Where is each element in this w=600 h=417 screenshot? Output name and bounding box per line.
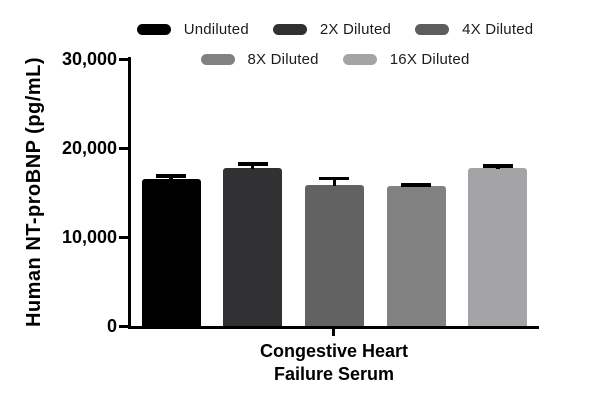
error-bar-stem [332, 178, 337, 187]
legend-label: 8X Diluted [247, 51, 319, 68]
legend-swatch-undiluted-icon [136, 24, 171, 35]
bar-16x-diluted [468, 168, 528, 326]
x-axis-title-line1: Congestive Heart [259, 341, 409, 361]
error-bar-stem [250, 164, 255, 169]
y-tick-mark [119, 324, 129, 328]
y-tick-mark [119, 235, 129, 239]
legend-label: 4X Diluted [462, 21, 534, 38]
legend-item-undiluted: Undiluted [136, 21, 249, 38]
legend-item-2x-diluted: 2X Diluted [272, 21, 392, 38]
error-bar-cap [482, 164, 513, 168]
bar-2x-diluted [223, 167, 283, 326]
legend-swatch-4x-diluted-icon [415, 24, 450, 35]
chart-legend: Undiluted 2X Diluted 4X Diluted 8X Diluted 1… [118, 21, 552, 68]
error-bar-stem [169, 176, 173, 181]
bar-8x-diluted [386, 186, 446, 326]
legend-swatch-8x-diluted-icon [200, 54, 235, 65]
y-axis-line [128, 57, 131, 329]
legend-label: Undiluted [183, 21, 249, 38]
bar-4x-diluted [304, 185, 364, 326]
x-axis-line [128, 326, 539, 329]
error-bar-cap [401, 183, 432, 187]
y-tick-label: 20,000 [61, 138, 117, 158]
legend-row-1: Undiluted 2X Diluted 4X Diluted [136, 21, 534, 38]
error-bar-cap [319, 176, 350, 180]
y-tick-mark [119, 146, 129, 150]
legend-item-8x-diluted: 8X Diluted [200, 51, 319, 68]
legend-item-4x-diluted: 4X Diluted [415, 21, 533, 38]
legend-swatch-2x-diluted-icon [272, 24, 307, 35]
y-tick-label: 30,000 [61, 49, 117, 69]
error-bar-cap [237, 162, 268, 166]
x-axis-group-tick [332, 329, 335, 336]
legend-label: 16X Diluted [389, 51, 470, 68]
y-tick-label: 0 [106, 316, 117, 336]
legend-item-16x-diluted: 16X Diluted [342, 51, 470, 68]
y-axis-title: Human NT-proBNP (pg/mL) [23, 57, 45, 328]
legend-swatch-16x-diluted-icon [342, 54, 377, 65]
x-axis-title-line2: Failure Serum [273, 364, 395, 384]
error-bar-cap [156, 174, 186, 178]
legend-label: 2X Diluted [319, 21, 392, 38]
bar-undiluted [141, 179, 201, 326]
legend-row-2: 8X Diluted 16X Diluted [200, 51, 470, 68]
y-tick-mark [119, 57, 129, 61]
y-tick-label: 10,000 [61, 227, 117, 247]
x-axis-title: Congestive Heart Failure Serum [184, 340, 484, 386]
